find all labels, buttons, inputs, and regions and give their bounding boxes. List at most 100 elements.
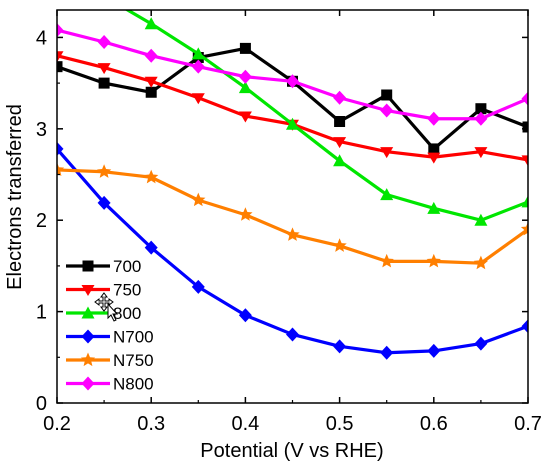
data-point-n800 [333,90,347,105]
y-tick-label: 4 [36,27,47,49]
legend-marker [81,285,95,296]
data-point-n750 [426,253,441,268]
data-point-750 [474,147,488,159]
series-n800 [57,23,528,126]
data-point-n750 [238,207,253,221]
data-point-n750 [57,162,65,177]
data-point-n700 [144,240,158,255]
legend: 700 750 800 N700 N750 N800 [66,257,154,394]
data-point-750 [144,76,158,88]
data-point-700 [428,143,440,155]
data-point-800 [238,81,252,94]
y-axis-title: Electrons transferred [4,104,26,290]
legend-label: 700 [113,257,141,276]
data-point-800 [333,154,347,167]
series-line-750 [57,54,528,162]
x-axis-title: Potential (V vs RHE) [200,440,383,462]
data-point-800 [427,201,441,214]
data-point-n750 [144,169,159,184]
data-point-n750 [473,255,489,270]
series-750 [57,51,528,167]
data-point-700 [145,86,157,98]
data-point-n750 [332,238,347,252]
y-tick-label: 1 [36,302,47,324]
series-n750 [57,162,528,270]
series-n700 [57,141,528,360]
data-point-750 [191,93,205,105]
legend-item-700: 700 [66,257,141,276]
series-line-n750 [57,168,528,265]
data-point-800 [521,195,528,208]
legend-item-n700: N700 [66,328,154,347]
legend-marker [82,260,94,272]
data-point-n800 [380,103,394,118]
legend-marker [80,352,96,367]
data-point-750 [238,111,252,123]
x-tick-label: 0.6 [420,413,448,435]
data-point-n700 [57,141,64,156]
data-point-n750 [285,227,300,241]
data-point-750 [97,63,111,75]
data-point-n700 [521,319,528,334]
data-point-800 [286,117,299,130]
data-point-750 [57,51,64,63]
data-point-800 [474,213,488,226]
legend-label: N750 [113,351,154,370]
data-point-n800 [144,48,158,63]
x-tick-label: 0.3 [137,413,165,435]
data-point-n750 [520,221,528,236]
legend-label: 800 [113,304,141,323]
data-point-n750 [191,192,206,207]
data-point-800 [380,188,394,201]
legend-item-n800: N800 [66,375,154,394]
y-tick-label: 2 [36,210,47,232]
data-point-700 [381,89,393,101]
data-point-n700 [333,339,347,354]
series-700 [57,42,528,155]
data-point-n700 [474,336,488,351]
data-point-n800 [521,91,528,106]
data-point-n800 [286,74,299,89]
data-point-n700 [380,345,394,360]
data-point-n700 [427,343,441,358]
legend-item-750: 750 [66,281,141,300]
data-point-750 [521,155,528,167]
data-point-700 [522,121,528,133]
series-line-800 [124,10,528,222]
data-point-n750 [379,253,394,268]
data-point-700 [239,42,251,54]
data-point-n700 [97,195,111,210]
axes: 0.2 0.3 0.4 0.5 0.6 0.7 0 1 2 3 4 [36,9,542,435]
data-point-n800 [474,111,488,126]
data-point-800 [144,17,158,30]
data-point-n700 [286,327,299,342]
data-point-n800 [191,59,205,74]
x-tick-label: 0.5 [326,413,354,435]
x-tick-label: 0.7 [514,413,542,435]
data-point-n800 [238,69,252,84]
data-point-n800 [427,111,441,126]
pointer-arrow [107,302,119,322]
legend-marker [81,376,95,391]
y-tick-label: 3 [36,119,47,141]
x-tick-label: 0.4 [231,413,259,435]
data-point-n700 [191,279,205,294]
data-point-700 [475,103,487,115]
legend-item-n750: N750 [66,351,154,370]
legend-label: N800 [113,375,154,394]
data-point-n750 [96,164,112,178]
x-tick-label: 0.2 [43,413,71,435]
plot-series [57,10,528,360]
data-point-800 [191,47,205,60]
data-point-750 [427,152,441,164]
legend-label: N700 [113,328,154,347]
move-cursor-icon [94,292,119,322]
data-point-700 [98,77,110,89]
y-tick-label: 0 [36,393,47,415]
series-800 [124,10,528,226]
move-cursor-arrows [94,292,114,312]
series-line-700 [57,46,528,151]
legend-item-800: 800 [66,304,141,323]
data-point-n800 [57,23,64,38]
